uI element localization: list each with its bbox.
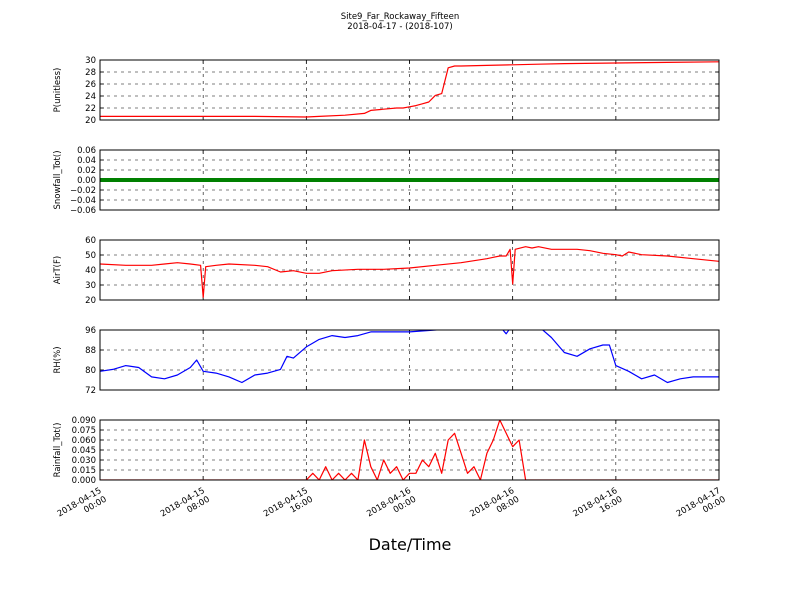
y-axis-label-pressure: P(unitless) [53,68,63,113]
x-tick-labels: 2018-04-1500:00 2018-04-1508:00 2018-04-15… [56,486,728,528]
x-tick-label: 2018-04-1508:00 [159,486,212,528]
y-tick-label: 30 [85,281,96,291]
x-tick-label: 2018-04-1500:00 [56,486,109,528]
y-tick-label: 0.00 [77,176,96,186]
y-tick-label: 0.000 [72,476,96,486]
x-tick-label: 2018-04-1616:00 [572,486,625,528]
y-tick-label: 0.060 [72,436,96,446]
y-tick-label: 60 [85,236,96,246]
y-tick-label: 28 [85,68,96,78]
y-tick-label: 0.06 [77,146,96,156]
panel-pressure: 20 22 24 26 28 30 P(unitless) [53,56,720,126]
panel-air-temp: 20 30 40 50 60 AirT(F) [53,236,720,306]
y-tick-label: 24 [85,92,96,102]
y-tick-label: 72 [85,386,96,396]
x-tick-label: 2018-04-1700:00 [675,486,728,528]
y-tick-label: 20 [85,116,96,126]
plot-frame [99,329,720,391]
plot-frame [99,59,720,121]
series-line-rh [100,330,719,384]
y-tick-label: 30 [85,56,96,66]
x-axis-label: Date/Time [369,535,452,554]
y-tick-label: 40 [85,266,96,276]
series-line-air-temp [100,246,719,298]
series-line-pressure [100,61,719,118]
y-tick-label: −0.06 [70,206,96,216]
y-tick-label: 0.075 [72,426,96,436]
y-tick-label: 22 [85,104,96,114]
y-tick-label: 0.02 [77,166,96,176]
y-tick-label: 0.015 [72,466,96,476]
series-line-rainfall [100,420,719,480]
y-axis-label-air-temp: AirT(F) [53,256,63,284]
y-axis-label-snowfall: Snowfall_Tot() [53,150,63,209]
panel-snowfall: −0.06−0.04−0.020.000.020.040.06 Snowfall_… [53,146,720,216]
chart-title: Site9_Far_Rockaway_Fifteen [341,12,460,22]
y-tick-label: 80 [85,366,96,376]
y-axis-label-rainfall: Rainfall_Tot() [53,423,63,478]
y-tick-label: 0.090 [72,416,96,426]
y-tick-label: 26 [85,80,96,90]
plot-frame [99,149,720,211]
y-tick-label: −0.02 [70,186,96,196]
panels: 202224262830P(unitless)−0.06−0.04−0.020.… [53,56,720,486]
y-tick-label: 20 [85,296,96,306]
y-tick-label: 96 [85,326,96,336]
x-tick-label: 2018-04-1516:00 [262,486,315,528]
y-tick-label: 0.045 [72,446,96,456]
y-tick-label: 0.04 [77,156,96,166]
x-tick-label: 2018-04-1608:00 [468,486,521,528]
y-tick-label: 88 [85,346,96,356]
plot-frame [99,239,720,301]
y-tick-label: 0.030 [72,456,96,466]
x-tick-label: 2018-04-1600:00 [365,486,418,528]
panel-rh: 72 80 88 96 RH(%) [53,326,720,396]
y-tick-label: 50 [85,251,96,261]
y-tick-label: −0.04 [70,196,96,206]
chart-subtitle: 2018-04-17 - (2018-107) [347,22,452,32]
y-axis-label-rh: RH(%) [53,346,63,373]
plot-frame [99,419,720,481]
